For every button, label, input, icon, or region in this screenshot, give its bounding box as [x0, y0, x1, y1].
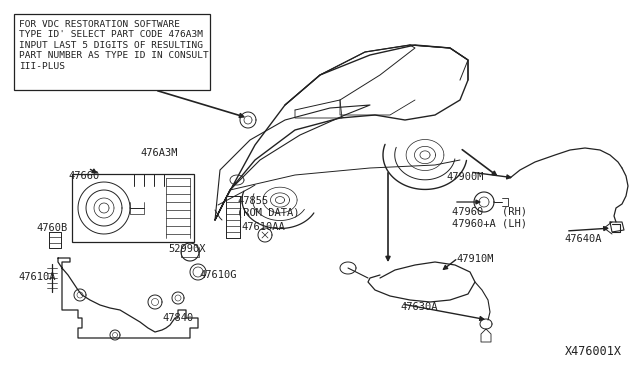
Text: X476001X: X476001X — [565, 345, 622, 358]
Text: 47640A: 47640A — [564, 234, 602, 244]
Bar — [72, 174, 194, 242]
Text: 47910M: 47910M — [456, 254, 493, 264]
Text: 47610A: 47610A — [18, 272, 56, 282]
Text: 47660: 47660 — [68, 171, 99, 181]
Text: FOR VDC RESTORATION SOFTWARE
TYPE ID' SELECT PART CODE 476A3M
INPUT LAST 5 DIGIT: FOR VDC RESTORATION SOFTWARE TYPE ID' SE… — [19, 20, 209, 71]
Bar — [14, 14, 210, 90]
Text: 47610AA: 47610AA — [241, 222, 285, 232]
Text: 4760B: 4760B — [36, 223, 67, 233]
Text: 47630A: 47630A — [400, 302, 438, 312]
Text: 476A3M: 476A3M — [140, 148, 177, 158]
Text: 47900M: 47900M — [446, 172, 483, 182]
Text: 47610G: 47610G — [199, 270, 237, 280]
Text: 47960   (RH)
47960+A (LH): 47960 (RH) 47960+A (LH) — [452, 207, 527, 229]
Text: 47855
(ROM DATA): 47855 (ROM DATA) — [237, 196, 300, 218]
Text: 47840: 47840 — [162, 313, 193, 323]
Text: 52990X: 52990X — [168, 244, 205, 254]
